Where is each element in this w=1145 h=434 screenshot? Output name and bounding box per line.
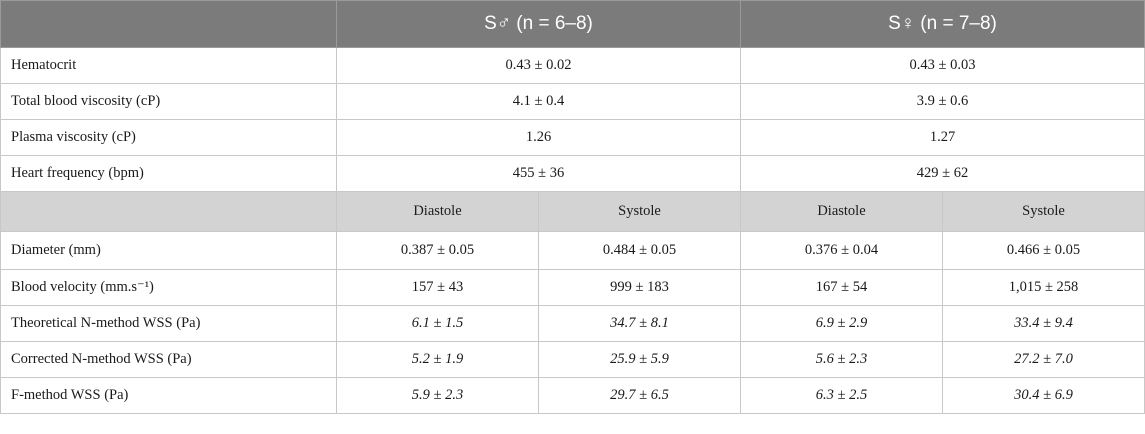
phase-header-male-diastole: Diastole: [336, 191, 539, 232]
value-cell: 5.9 ± 2.3: [336, 377, 539, 414]
row-label: Heart frequency (bpm): [0, 155, 337, 192]
value-cell: 33.4 ± 9.4: [942, 305, 1145, 342]
table-row: Diameter (mm) 0.387 ± 0.05 0.484 ± 0.05 …: [0, 231, 1145, 270]
value-cell: 0.484 ± 0.05: [538, 231, 741, 270]
male-value: 0.43 ± 0.02: [336, 47, 741, 84]
value-cell: 29.7 ± 6.5: [538, 377, 741, 414]
value-cell: 5.2 ± 1.9: [336, 341, 539, 378]
value-cell: 6.3 ± 2.5: [740, 377, 943, 414]
value-cell: 0.376 ± 0.04: [740, 231, 943, 270]
value-cell: 1,015 ± 258: [942, 269, 1145, 306]
male-value: 4.1 ± 0.4: [336, 83, 741, 120]
value-cell: 0.466 ± 0.05: [942, 231, 1145, 270]
female-value: 3.9 ± 0.6: [740, 83, 1145, 120]
subheader-empty-cell: [0, 191, 337, 232]
value-cell: 0.387 ± 0.05: [336, 231, 539, 270]
table-row: Heart frequency (bpm) 455 ± 36 429 ± 62: [0, 155, 1145, 192]
value-cell: 27.2 ± 7.0: [942, 341, 1145, 378]
table-row: Theoretical N-method WSS (Pa) 6.1 ± 1.5 …: [0, 305, 1145, 342]
table-row: F-method WSS (Pa) 5.9 ± 2.3 29.7 ± 6.5 6…: [0, 377, 1145, 414]
value-cell: 167 ± 54: [740, 269, 943, 306]
value-cell: 6.1 ± 1.5: [336, 305, 539, 342]
phase-header-male-systole: Systole: [538, 191, 741, 232]
table-row: Plasma viscosity (cP) 1.26 1.27: [0, 119, 1145, 156]
table-row: Total blood viscosity (cP) 4.1 ± 0.4 3.9…: [0, 83, 1145, 120]
phase-header-female-systole: Systole: [942, 191, 1145, 232]
value-cell: 6.9 ± 2.9: [740, 305, 943, 342]
row-label: Theoretical N-method WSS (Pa): [0, 305, 337, 342]
phase-header-female-diastole: Diastole: [740, 191, 943, 232]
value-cell: 5.6 ± 2.3: [740, 341, 943, 378]
female-value: 0.43 ± 0.03: [740, 47, 1145, 84]
table-row: Hematocrit 0.43 ± 0.02 0.43 ± 0.03: [0, 47, 1145, 84]
value-cell: 999 ± 183: [538, 269, 741, 306]
row-label: Diameter (mm): [0, 231, 337, 270]
value-cell: 30.4 ± 6.9: [942, 377, 1145, 414]
header-empty-cell: [0, 0, 337, 48]
value-cell: 25.9 ± 5.9: [538, 341, 741, 378]
value-cell: 34.7 ± 8.1: [538, 305, 741, 342]
row-label: Blood velocity (mm.s⁻¹): [0, 269, 337, 306]
female-value: 1.27: [740, 119, 1145, 156]
table-row: Corrected N-method WSS (Pa) 5.2 ± 1.9 25…: [0, 341, 1145, 378]
female-value: 429 ± 62: [740, 155, 1145, 192]
male-value: 455 ± 36: [336, 155, 741, 192]
row-label: Total blood viscosity (cP): [0, 83, 337, 120]
row-label: Corrected N-method WSS (Pa): [0, 341, 337, 378]
header-row: S♂ (n = 6–8) S♀ (n = 7–8): [0, 0, 1145, 48]
phase-header-row: Diastole Systole Diastole Systole: [0, 191, 1145, 232]
group-header-male: S♂ (n = 6–8): [336, 0, 741, 48]
data-table: S♂ (n = 6–8) S♀ (n = 7–8) Hematocrit 0.4…: [0, 0, 1145, 414]
group-header-female: S♀ (n = 7–8): [740, 0, 1145, 48]
table-row: Blood velocity (mm.s⁻¹) 157 ± 43 999 ± 1…: [0, 269, 1145, 306]
row-label: F-method WSS (Pa): [0, 377, 337, 414]
row-label: Hematocrit: [0, 47, 337, 84]
value-cell: 157 ± 43: [336, 269, 539, 306]
male-value: 1.26: [336, 119, 741, 156]
row-label: Plasma viscosity (cP): [0, 119, 337, 156]
